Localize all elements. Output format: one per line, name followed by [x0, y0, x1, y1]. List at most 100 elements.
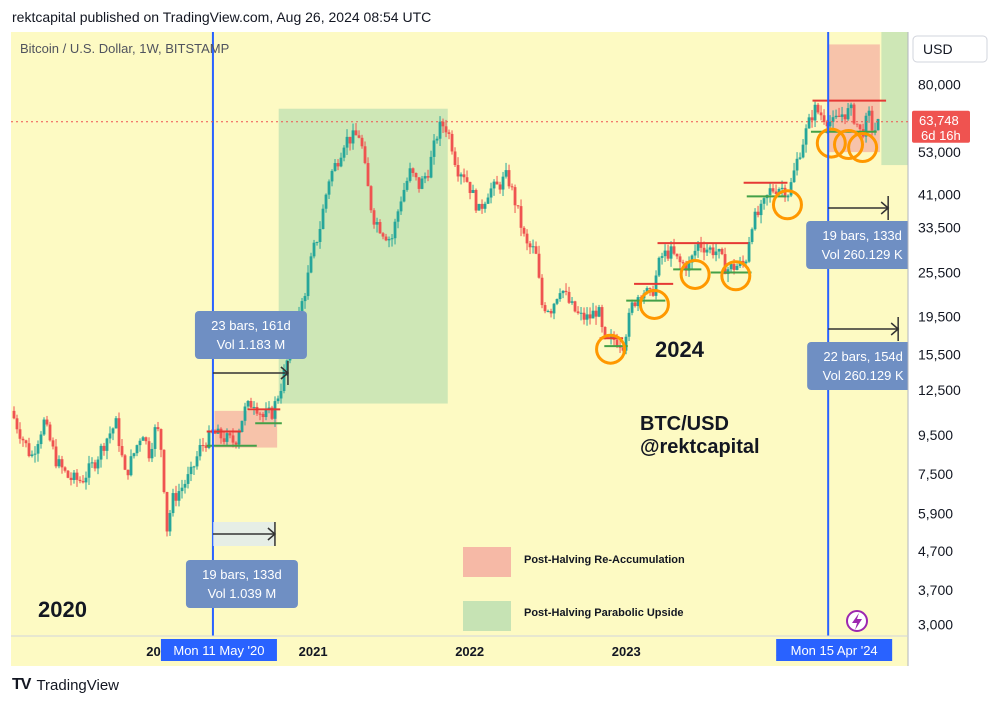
candle-body	[219, 428, 223, 439]
current-price-tag	[912, 110, 970, 143]
candle-body	[600, 307, 604, 328]
measure-bars: 19 bars, 133d	[202, 567, 282, 582]
candle-body	[315, 242, 319, 244]
candle-body	[36, 444, 40, 454]
candle-body	[111, 428, 115, 434]
candle-body	[561, 290, 565, 294]
halving-date-label: Mon 15 Apr '24	[791, 643, 878, 658]
candle-body	[582, 312, 586, 320]
lightning-glyph	[852, 613, 862, 630]
candle-body	[591, 310, 595, 319]
candle-body	[186, 474, 190, 484]
candle-body	[147, 441, 151, 459]
candle-body	[603, 327, 607, 338]
candle-body	[636, 297, 640, 307]
candle-body	[804, 128, 808, 145]
candle-body	[501, 176, 505, 190]
candle-body	[168, 513, 172, 532]
candle-body	[282, 369, 286, 391]
y-tick-label: 15,500	[918, 346, 961, 362]
y-tick-label: 33,500	[918, 220, 961, 236]
candle-body	[708, 247, 712, 250]
candle-body	[486, 197, 490, 204]
candle-body	[447, 132, 451, 134]
candle-body	[555, 299, 559, 304]
candle-body	[495, 181, 499, 185]
candle-body	[402, 189, 406, 202]
candle-body	[825, 121, 829, 127]
candle-body	[171, 493, 175, 514]
candle-body	[573, 301, 577, 312]
candle-body	[201, 445, 205, 447]
measure-tools: 23 bars, 161d Vol 1.183 M 19 bars, 133d Vol…	[185, 196, 920, 608]
candle-body	[312, 242, 316, 257]
candle-body	[342, 147, 346, 158]
candle-body	[42, 419, 46, 435]
candle-body	[468, 181, 472, 193]
candle-body	[699, 242, 703, 248]
measure-volume: Vol 1.039 M	[208, 586, 277, 601]
currency-button[interactable]	[912, 35, 988, 63]
candle-body	[306, 272, 310, 297]
candle-body	[243, 406, 247, 421]
candle-body	[462, 174, 466, 178]
candle-body	[240, 420, 244, 433]
candle-body	[756, 211, 760, 216]
candle-body	[174, 493, 178, 501]
candle-body	[12, 410, 16, 419]
candle-body	[771, 188, 775, 192]
candle-body	[516, 205, 520, 207]
candle-body	[783, 187, 787, 198]
candle-body	[702, 247, 706, 253]
candle-body	[450, 133, 454, 152]
candle-body	[165, 492, 169, 532]
candle-body	[252, 406, 256, 408]
candle-body	[285, 360, 289, 370]
candle-body	[141, 437, 145, 441]
candle-body	[663, 250, 667, 257]
candle-body	[807, 117, 811, 129]
candle-body	[69, 477, 73, 481]
candle-body	[720, 248, 724, 255]
candle-body	[354, 130, 358, 136]
candle-body	[99, 445, 103, 460]
legend-swatch-reaccumulation	[463, 547, 511, 577]
candle-body	[105, 438, 109, 451]
candle-body	[258, 413, 262, 415]
candle-body	[615, 339, 619, 347]
candle-body	[225, 433, 229, 442]
candle-body	[249, 400, 253, 408]
candle-body	[822, 115, 826, 122]
candle-body	[870, 110, 874, 131]
candle-body	[45, 419, 49, 425]
candle-body	[318, 228, 322, 243]
legend-swatch-parabolic	[463, 601, 511, 631]
candle-body	[621, 347, 625, 351]
candle-body	[198, 445, 202, 457]
candle-body	[741, 260, 745, 264]
candle-body	[336, 163, 340, 167]
zone-box	[828, 44, 880, 153]
candle-body	[156, 427, 160, 430]
y-tick-label: 9,500	[918, 427, 953, 443]
candle-body	[747, 241, 751, 262]
candle-body	[774, 191, 778, 195]
candle-body	[183, 483, 187, 488]
candle-body	[189, 466, 193, 475]
candle-body	[519, 206, 523, 228]
candle-body	[363, 146, 367, 164]
candle-body	[270, 407, 274, 419]
candle-body	[681, 262, 685, 264]
candle-body	[648, 288, 652, 290]
candle-body	[678, 256, 682, 263]
candle-body	[408, 168, 412, 181]
candle-body	[51, 440, 55, 447]
candle-body	[552, 303, 556, 314]
candle-body	[864, 115, 868, 137]
candle-body	[228, 433, 232, 436]
halving-date-tag	[160, 639, 277, 661]
measure-volume: Vol 260.129 K	[823, 368, 904, 383]
y-tick-label: 7,500	[918, 466, 953, 482]
measure-bars: 19 bars, 133d	[822, 228, 902, 243]
